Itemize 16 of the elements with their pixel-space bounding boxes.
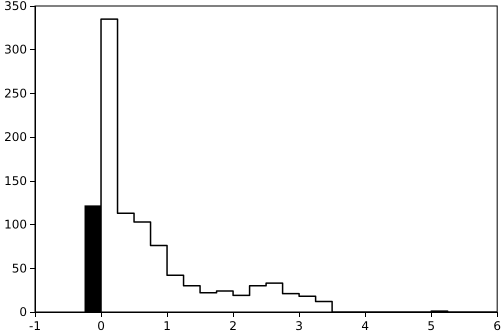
y-tick-label: 300 bbox=[4, 42, 27, 57]
y-tick-label: 150 bbox=[4, 174, 27, 188]
y-tick-label: 0 bbox=[19, 305, 27, 319]
y-tick-label: 50 bbox=[12, 261, 27, 276]
y-tick-label: 250 bbox=[4, 86, 27, 100]
y-tick-label: 200 bbox=[4, 130, 27, 144]
x-tick-label: 3 bbox=[295, 319, 303, 333]
x-tick-label: 2 bbox=[229, 319, 237, 333]
x-tick-label: 4 bbox=[361, 319, 369, 333]
x-tick-label: -1 bbox=[29, 319, 41, 333]
x-tick-label: 0 bbox=[97, 319, 105, 333]
x-tick-label: 1 bbox=[163, 319, 171, 333]
x-tick-label: 6 bbox=[493, 319, 502, 333]
x-tick-label: 5 bbox=[427, 319, 435, 333]
y-tick-label: 100 bbox=[4, 218, 27, 232]
y-tick-label: 350 bbox=[4, 0, 27, 13]
